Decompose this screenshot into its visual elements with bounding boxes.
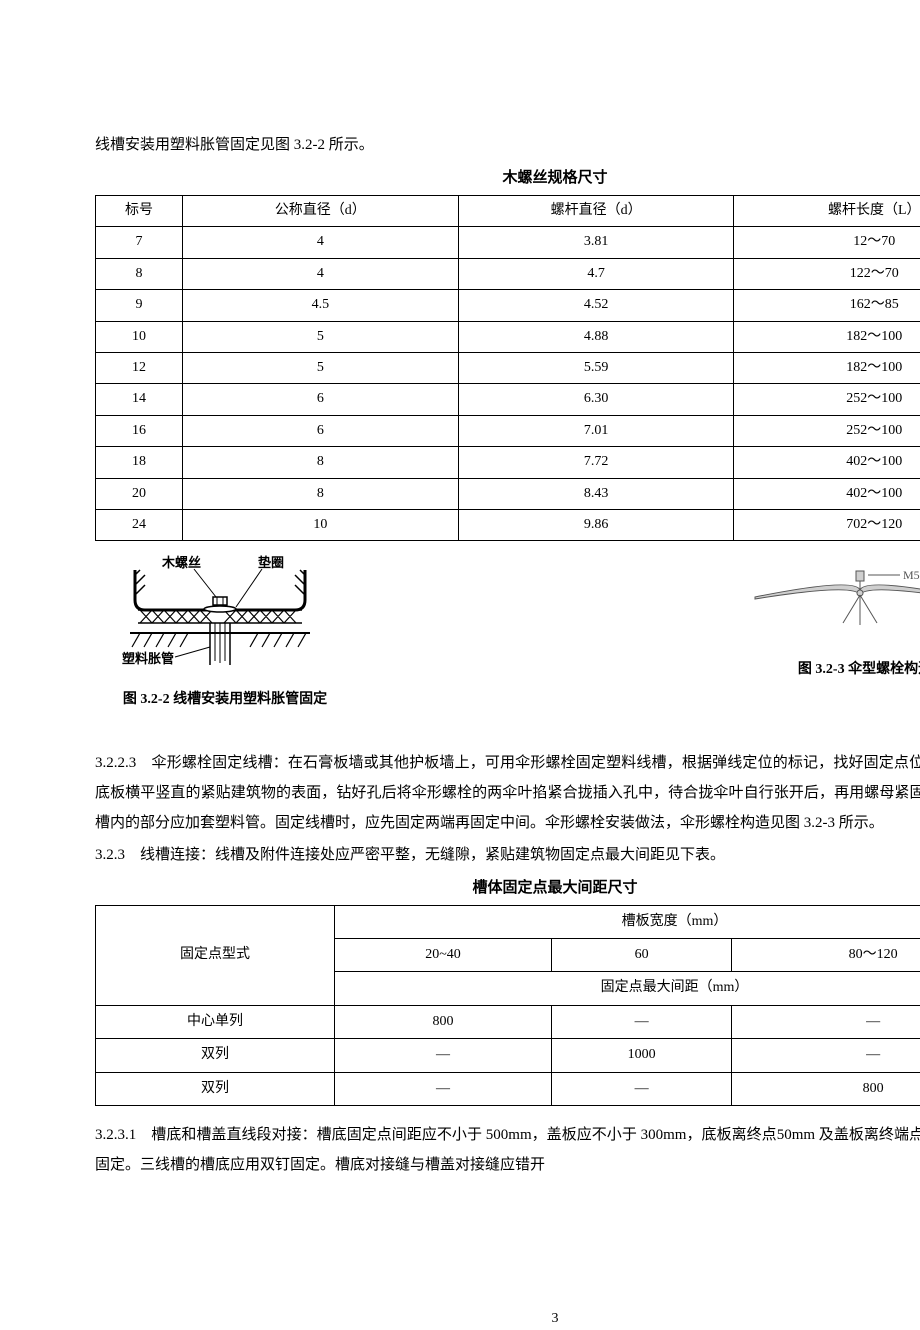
table-cell: 10	[96, 321, 183, 352]
table-header-row: 标号 公称直径（d） 螺杆直径（d） 螺杆长度（L）	[96, 196, 920, 227]
label-anchor: 塑料胀管	[122, 651, 174, 666]
table-cell: 5	[182, 321, 458, 352]
table-cell: 8	[96, 258, 183, 289]
table-cell: 6.30	[458, 384, 734, 415]
table-cell: —	[334, 1039, 551, 1072]
col-shank-d: 螺杆直径（d）	[458, 196, 734, 227]
figure-left-caption: 图 3.2-2 线槽安装用塑料胀管固定	[95, 689, 355, 711]
max-spacing-header: 固定点最大间距（mm）	[334, 972, 920, 1005]
table-cell: —	[552, 1072, 732, 1105]
table-cell: 24	[96, 509, 183, 540]
table-cell: 20	[96, 478, 183, 509]
figures-row: 木螺丝 垫圈 塑料胀管 图 3.2-2 线槽安装用塑料胀管固定	[95, 555, 920, 711]
table-row: 双列—1000—	[96, 1039, 920, 1072]
table-cell: —	[334, 1072, 551, 1105]
table-cell: 4.5	[182, 290, 458, 321]
table-cell: 10	[182, 509, 458, 540]
col-shank-l: 螺杆长度（L）	[734, 196, 920, 227]
table-cell: —	[732, 1039, 920, 1072]
table-row: 1667.01252～100	[96, 415, 920, 446]
table-cell: 5.59	[458, 352, 734, 383]
table-cell: 4.7	[458, 258, 734, 289]
body-block: 3.2.2.3 伞形螺栓固定线槽：在石膏板墙或其他护板墙上，可用伞形螺栓固定塑料…	[95, 748, 920, 870]
label-thread: M5	[903, 568, 920, 582]
table-cell: 中心单列	[96, 1005, 335, 1038]
table-row: 2088.43402～100	[96, 478, 920, 509]
table-cell: 双列	[96, 1072, 335, 1105]
table-cell: 6	[182, 415, 458, 446]
table-cell: 8	[182, 447, 458, 478]
table-cell: 12～70	[734, 227, 920, 258]
table-cell: 402～100	[734, 447, 920, 478]
table-cell: 8.43	[458, 478, 734, 509]
table-cell: 4	[182, 227, 458, 258]
table-row: 1887.72402～100	[96, 447, 920, 478]
label-washer: 垫圈	[258, 555, 284, 570]
paragraph-3-2-2-3: 3.2.2.3 伞形螺栓固定线槽：在石膏板墙或其他护板墙上，可用伞形螺栓固定塑料…	[95, 748, 920, 838]
col-label: 标号	[96, 196, 183, 227]
table-cell: 252～100	[734, 384, 920, 415]
table-cell: 4.88	[458, 321, 734, 352]
umbrella-bolt-icon: M5	[735, 565, 920, 645]
paragraph-3-2-3: 3.2.3 线槽连接：线槽及附件连接处应严密平整，无缝隙，紧贴建筑物固定点最大间…	[95, 840, 920, 870]
table-cell: 双列	[96, 1039, 335, 1072]
slot-width-header: 槽板宽度（mm）	[334, 905, 920, 938]
table1-caption: 木螺丝规格尺寸	[95, 166, 920, 190]
fixing-point-spacing-table: 固定点型式 槽板宽度（mm） 20~40 60 80～120 固定点最大间距（m…	[95, 905, 920, 1106]
table-cell: 4.52	[458, 290, 734, 321]
intro-paragraph: 线槽安装用塑料胀管固定见图 3.2-2 所示。	[95, 130, 920, 160]
table-cell: —	[732, 1005, 920, 1038]
table-cell: 14	[96, 384, 183, 415]
table-cell: 800	[334, 1005, 551, 1038]
wood-screw-spec-table: 标号 公称直径（d） 螺杆直径（d） 螺杆长度（L） 743.8112～7084…	[95, 195, 920, 541]
table-cell: 162～85	[734, 290, 920, 321]
table-cell: 7.01	[458, 415, 734, 446]
table-row: 中心单列800——	[96, 1005, 920, 1038]
table-cell: 4	[182, 258, 458, 289]
table-cell: 9	[96, 290, 183, 321]
table-cell: 3.81	[458, 227, 734, 258]
table2-caption: 槽体固定点最大间距尺寸	[95, 876, 920, 900]
table-cell: 702～120	[734, 509, 920, 540]
table-cell: 122～70	[734, 258, 920, 289]
table-cell: 8	[182, 478, 458, 509]
table-cell: 7.72	[458, 447, 734, 478]
page-number: 3	[95, 1308, 920, 1330]
table-row: 743.8112～70	[96, 227, 920, 258]
paragraph-3-2-3-1: 3.2.3.1 槽底和槽盖直线段对接：槽底固定点间距应不小于 500mm，盖板应…	[95, 1120, 920, 1180]
col-nominal-d: 公称直径（d）	[182, 196, 458, 227]
figure-left: 木螺丝 垫圈 塑料胀管 图 3.2-2 线槽安装用塑料胀管固定	[95, 555, 355, 711]
label-wood-screw: 木螺丝	[161, 555, 201, 570]
table-row: 24109.86702～120	[96, 509, 920, 540]
table-cell: 800	[732, 1072, 920, 1105]
table-cell: 182～100	[734, 321, 920, 352]
fixing-type-header: 固定点型式	[96, 905, 335, 1005]
table-cell: 182～100	[734, 352, 920, 383]
table-row: 1466.30252～100	[96, 384, 920, 415]
table-cell: 18	[96, 447, 183, 478]
table-cell: 1000	[552, 1039, 732, 1072]
table-row: 1054.88182～100	[96, 321, 920, 352]
table-cell: 12	[96, 352, 183, 383]
table-cell: 6	[182, 384, 458, 415]
table-cell: —	[552, 1005, 732, 1038]
width-60: 60	[552, 939, 732, 972]
figure-right: M5 图 3.2-3 伞型螺栓构造	[715, 555, 920, 681]
table-row: 1255.59182～100	[96, 352, 920, 383]
table-row: 844.7122～70	[96, 258, 920, 289]
table-cell: 402～100	[734, 478, 920, 509]
table-row: 双列——800	[96, 1072, 920, 1105]
table-cell: 9.86	[458, 509, 734, 540]
table-cell: 5	[182, 352, 458, 383]
width-20-40: 20~40	[334, 939, 551, 972]
table-cell: 252～100	[734, 415, 920, 446]
table-cell: 7	[96, 227, 183, 258]
table-row: 94.54.52162～85	[96, 290, 920, 321]
anchor-diagram-icon: 木螺丝 垫圈 塑料胀管	[110, 555, 340, 675]
width-80-120: 80～120	[732, 939, 920, 972]
table-cell: 16	[96, 415, 183, 446]
figure-right-caption: 图 3.2-3 伞型螺栓构造	[715, 659, 920, 681]
